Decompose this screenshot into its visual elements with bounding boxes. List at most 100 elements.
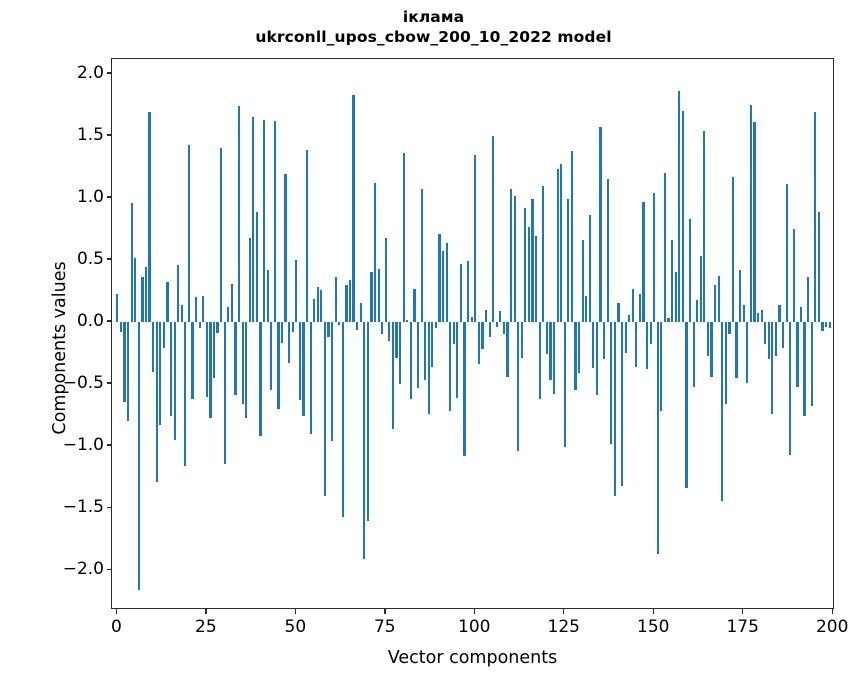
bar	[552, 322, 556, 395]
bar	[459, 263, 463, 323]
bar	[463, 322, 466, 457]
bar	[671, 240, 674, 323]
bar	[696, 299, 699, 323]
bar	[721, 322, 724, 501]
bar	[531, 199, 534, 323]
bar	[513, 195, 516, 323]
bar	[771, 322, 774, 414]
bar	[130, 202, 133, 323]
y-tick-mark	[107, 258, 112, 260]
bar	[205, 322, 208, 397]
bar	[155, 322, 158, 483]
bar	[291, 322, 294, 332]
bar	[441, 251, 445, 323]
bar	[227, 307, 230, 323]
page-title: іклама	[402, 8, 465, 26]
bar	[144, 267, 148, 323]
bar	[166, 282, 169, 323]
bar	[316, 287, 319, 323]
bar	[148, 112, 151, 323]
bar	[606, 179, 609, 323]
bar	[631, 288, 634, 323]
bar	[807, 277, 810, 323]
bar	[449, 322, 452, 412]
bar	[649, 322, 652, 345]
bar	[434, 322, 437, 329]
bar	[570, 150, 574, 323]
bar	[692, 322, 695, 387]
bar	[127, 322, 130, 422]
y-tick-mark	[107, 134, 112, 136]
bar	[796, 322, 799, 387]
y-tick-mark	[107, 382, 112, 384]
y-tick-label: 1.0	[76, 186, 104, 207]
bar	[320, 289, 323, 323]
bar	[427, 322, 430, 414]
bar	[323, 322, 327, 496]
bar	[567, 199, 570, 323]
bar	[363, 322, 366, 560]
bar	[731, 176, 735, 323]
bar	[739, 269, 742, 323]
bar	[756, 313, 760, 323]
bar	[223, 322, 226, 464]
bar	[284, 174, 287, 323]
bar	[821, 322, 824, 331]
bar	[556, 169, 559, 323]
bar	[724, 322, 727, 404]
bar	[309, 322, 312, 434]
bar	[742, 304, 745, 323]
bar	[334, 277, 337, 323]
bar	[345, 284, 348, 323]
bar	[592, 322, 595, 368]
x-tick-label: 50	[284, 617, 307, 637]
bar	[524, 207, 527, 323]
y-tick-label: 1.5	[76, 124, 104, 145]
chart-subtitle: ukrconll_upos_cbow_200_10_2022 model	[255, 27, 612, 46]
y-tick-label: −0.5	[62, 373, 104, 394]
x-tick-label: 125	[547, 617, 580, 637]
bar	[241, 322, 244, 404]
plot-area[interactable]	[111, 58, 834, 609]
bar	[599, 127, 602, 323]
bar	[785, 184, 788, 323]
bar	[248, 237, 251, 323]
bar	[824, 322, 828, 328]
bar	[263, 119, 266, 323]
bar	[381, 322, 384, 335]
y-tick-label: −1.0	[62, 435, 104, 456]
bar	[588, 215, 591, 323]
bar	[416, 322, 420, 388]
bar	[123, 322, 126, 402]
bar	[803, 322, 806, 417]
y-tick-label: 0.5	[76, 249, 104, 270]
bar	[667, 318, 670, 323]
bar	[477, 322, 480, 365]
y-tick-mark	[107, 320, 112, 322]
bar	[814, 112, 817, 323]
bar	[402, 153, 405, 323]
bar	[180, 304, 183, 323]
bar	[746, 322, 749, 383]
bar	[216, 322, 219, 334]
bar	[331, 322, 334, 442]
bar	[728, 322, 731, 335]
bar	[356, 322, 359, 330]
bar	[560, 164, 563, 323]
bar	[388, 322, 391, 341]
bar	[577, 322, 581, 373]
bar	[645, 322, 649, 370]
x-tick-mark	[205, 609, 207, 614]
bar	[585, 296, 588, 323]
bar	[373, 183, 377, 323]
bar	[255, 211, 259, 323]
bar	[187, 144, 191, 323]
bar	[162, 322, 165, 349]
x-tick-mark	[115, 609, 118, 614]
bar	[348, 279, 352, 323]
y-tick-label: 0.0	[76, 311, 104, 332]
y-tick-label: −2.0	[62, 559, 104, 580]
bar	[399, 322, 402, 385]
bar	[638, 293, 642, 323]
